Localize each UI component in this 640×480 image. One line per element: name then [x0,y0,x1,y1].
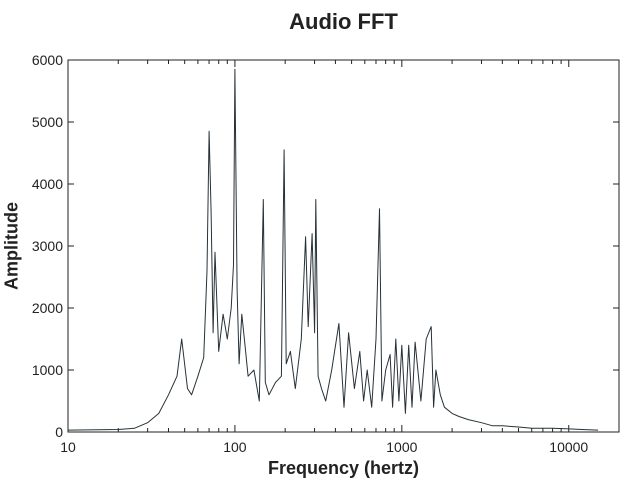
y-tick-label: 0 [55,424,63,440]
plot-frame [67,59,620,433]
y-tick-label: 6000 [32,52,63,68]
series-line-amplitude [67,68,599,431]
x-tick-label: 10 [60,439,76,455]
x-axis-label: Frequency (hertz) [267,458,420,478]
y-axis-label: Amplitude [1,202,22,290]
x-tick-label: 100 [223,439,247,455]
y-tick-label: 1000 [32,362,63,378]
x-tick-label: 1000 [386,439,417,455]
y-tick-label: 3000 [32,238,63,254]
y-tick-label: 4000 [32,176,63,192]
chart-title: Audio FFT [289,9,398,34]
y-tick-label: 2000 [32,300,63,316]
x-tick-label: 10000 [549,439,588,455]
y-tick-label: 5000 [32,114,63,130]
